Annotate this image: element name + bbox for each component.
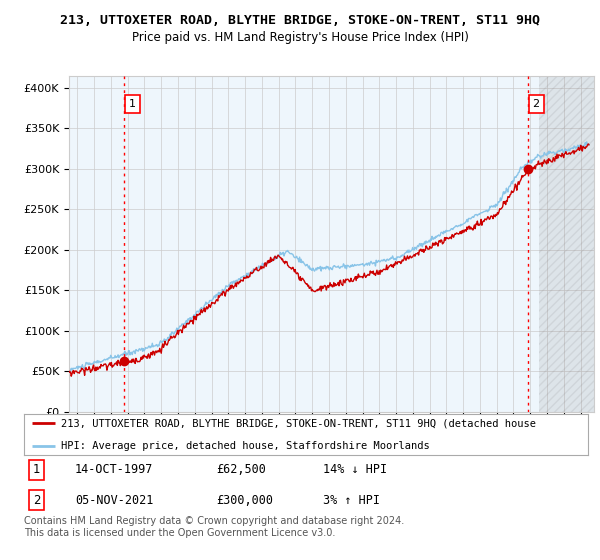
Text: £62,500: £62,500 [216,463,266,476]
Text: 1: 1 [129,99,136,109]
Bar [539,76,594,412]
Text: Contains HM Land Registry data © Crown copyright and database right 2024.
This d: Contains HM Land Registry data © Crown c… [24,516,404,538]
Text: 1: 1 [32,463,40,476]
Text: 213, UTTOXETER ROAD, BLYTHE BRIDGE, STOKE-ON-TRENT, ST11 9HQ: 213, UTTOXETER ROAD, BLYTHE BRIDGE, STOK… [60,14,540,27]
Text: 05-NOV-2021: 05-NOV-2021 [75,494,153,507]
Text: HPI: Average price, detached house, Staffordshire Moorlands: HPI: Average price, detached house, Staf… [61,441,430,451]
Text: 2: 2 [32,494,40,507]
Text: 2: 2 [533,99,539,109]
Text: 14-OCT-1997: 14-OCT-1997 [75,463,153,476]
Text: Price paid vs. HM Land Registry's House Price Index (HPI): Price paid vs. HM Land Registry's House … [131,31,469,44]
Text: 3% ↑ HPI: 3% ↑ HPI [323,494,380,507]
Text: £300,000: £300,000 [216,494,273,507]
Text: 213, UTTOXETER ROAD, BLYTHE BRIDGE, STOKE-ON-TRENT, ST11 9HQ (detached house: 213, UTTOXETER ROAD, BLYTHE BRIDGE, STOK… [61,418,536,428]
Text: 14% ↓ HPI: 14% ↓ HPI [323,463,387,476]
